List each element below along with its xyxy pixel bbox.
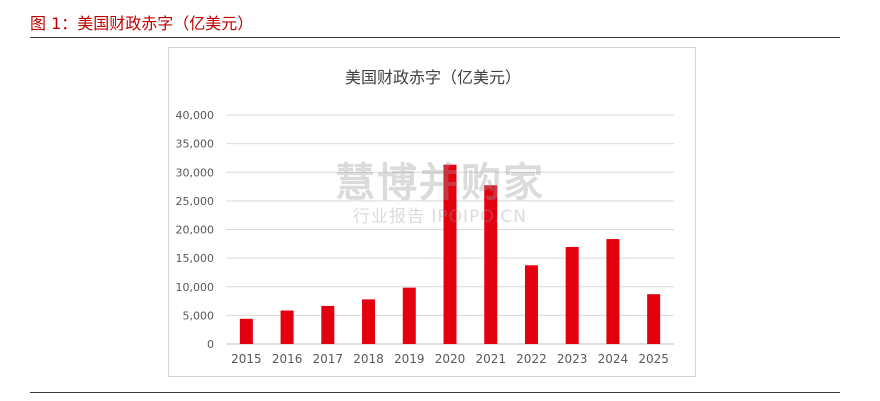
- bar-2019: [402, 287, 416, 344]
- x-tick-label: 2015: [231, 352, 262, 366]
- y-tick-label: 20,000: [176, 224, 215, 237]
- x-tick-label: 2022: [516, 352, 547, 366]
- bar-2024: [606, 239, 620, 344]
- chart-frame: 美国财政赤字（亿美元） 0 5,000 10,000 15,000 20,000 25,0…: [168, 47, 696, 377]
- bar-chart: 美国财政赤字（亿美元） 0 5,000 10,000 15,000 20,000 25,0…: [176, 68, 674, 366]
- y-tick-label: 15,000: [176, 252, 215, 265]
- bar-2020: [443, 164, 457, 344]
- x-tick-label: 2018: [353, 352, 384, 366]
- bar-2016: [280, 310, 294, 344]
- y-tick-label: 25,000: [176, 195, 215, 208]
- x-tick-label: 2017: [313, 352, 344, 366]
- x-tick-label: 2020: [435, 352, 466, 366]
- bar-2021: [484, 185, 498, 344]
- bar-2015: [239, 318, 253, 344]
- x-tick-label: 2023: [557, 352, 588, 366]
- chart-title: 美国财政赤字（亿美元）: [345, 68, 521, 87]
- top-divider: [30, 37, 840, 38]
- y-tick-label: 35,000: [176, 138, 215, 151]
- x-tick-label: 2024: [598, 352, 629, 366]
- bottom-divider: [30, 392, 840, 393]
- x-tick-label: 2025: [638, 352, 669, 366]
- bar-2025: [647, 294, 661, 344]
- x-tick-label: 2019: [394, 352, 425, 366]
- figure-caption: 图 1：美国财政赤字（亿美元）: [30, 14, 254, 33]
- x-axis-ticks: 2015 2016 2017 2018 2019 2020 2021 2022 2023 2024…: [231, 352, 669, 366]
- y-tick-label: 40,000: [176, 109, 215, 122]
- bar-2022: [524, 265, 538, 344]
- x-tick-label: 2016: [272, 352, 303, 366]
- x-tick-label: 2021: [475, 352, 506, 366]
- bar-2017: [321, 305, 335, 344]
- y-tick-label: 0: [207, 338, 214, 351]
- y-axis-ticks: 0 5,000 10,000 15,000 20,000 25,000 30,000 35,0…: [176, 109, 215, 351]
- y-tick-label: 5,000: [183, 309, 215, 322]
- y-tick-label: 30,000: [176, 166, 215, 179]
- bars: [239, 164, 661, 344]
- y-tick-label: 10,000: [176, 281, 215, 294]
- bar-2018: [362, 299, 376, 344]
- bar-2023: [565, 246, 579, 344]
